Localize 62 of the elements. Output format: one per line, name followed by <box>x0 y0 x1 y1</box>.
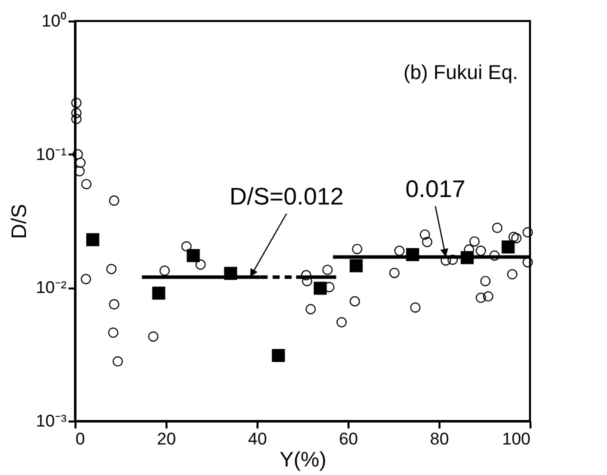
point <box>306 304 316 314</box>
x-tick-label: 100 <box>502 430 530 448</box>
point <box>492 222 502 233</box>
y-axis-title: D/S <box>8 204 31 240</box>
point <box>80 274 92 284</box>
point <box>159 266 170 276</box>
point <box>336 317 347 328</box>
point <box>480 276 491 286</box>
annotation: D/S=0.012 <box>230 183 344 210</box>
point <box>511 233 522 244</box>
point <box>71 114 82 124</box>
point <box>72 149 83 160</box>
annotation: (b) Fukui Eq. <box>404 62 518 84</box>
point <box>300 270 312 280</box>
point <box>522 257 533 268</box>
y-tick-label: 10⁻² <box>36 278 67 298</box>
x-tick-label: 20 <box>157 430 176 448</box>
point <box>447 254 458 265</box>
x-tick-label: 40 <box>248 430 267 448</box>
point <box>350 259 363 272</box>
point <box>482 291 494 302</box>
point <box>272 348 285 362</box>
point <box>152 286 166 300</box>
point <box>71 98 82 108</box>
point <box>106 264 117 274</box>
annotation: 0.017 <box>405 176 466 204</box>
point <box>148 331 158 342</box>
point <box>108 195 120 206</box>
x-axis-title: Y(%) <box>280 448 326 472</box>
point <box>195 259 206 270</box>
point <box>75 158 86 168</box>
y-tick-label: 10⁻¹ <box>36 144 67 164</box>
point <box>410 302 420 313</box>
point <box>181 241 192 252</box>
point <box>186 249 200 262</box>
point <box>476 246 486 256</box>
point <box>476 292 486 303</box>
point <box>108 299 120 310</box>
y-tick-label: 10⁻³ <box>36 412 67 430</box>
point <box>81 178 92 190</box>
point <box>389 268 400 278</box>
point <box>352 244 362 254</box>
x-tick-label: 0 <box>76 430 85 448</box>
y-tick-label: 10⁰ <box>42 12 66 30</box>
x-tick-label: 60 <box>339 430 358 448</box>
point <box>322 264 333 276</box>
point <box>508 232 519 242</box>
point <box>71 108 82 118</box>
point <box>314 282 327 295</box>
point <box>469 236 480 247</box>
point <box>502 240 515 254</box>
point <box>350 296 360 306</box>
point <box>507 269 518 280</box>
point <box>86 233 100 246</box>
point <box>394 246 405 256</box>
x-tick-label: 80 <box>430 430 449 448</box>
point <box>522 227 533 238</box>
point <box>108 327 118 338</box>
point <box>112 356 123 367</box>
point <box>489 250 500 261</box>
point <box>420 229 430 240</box>
point <box>422 236 432 248</box>
